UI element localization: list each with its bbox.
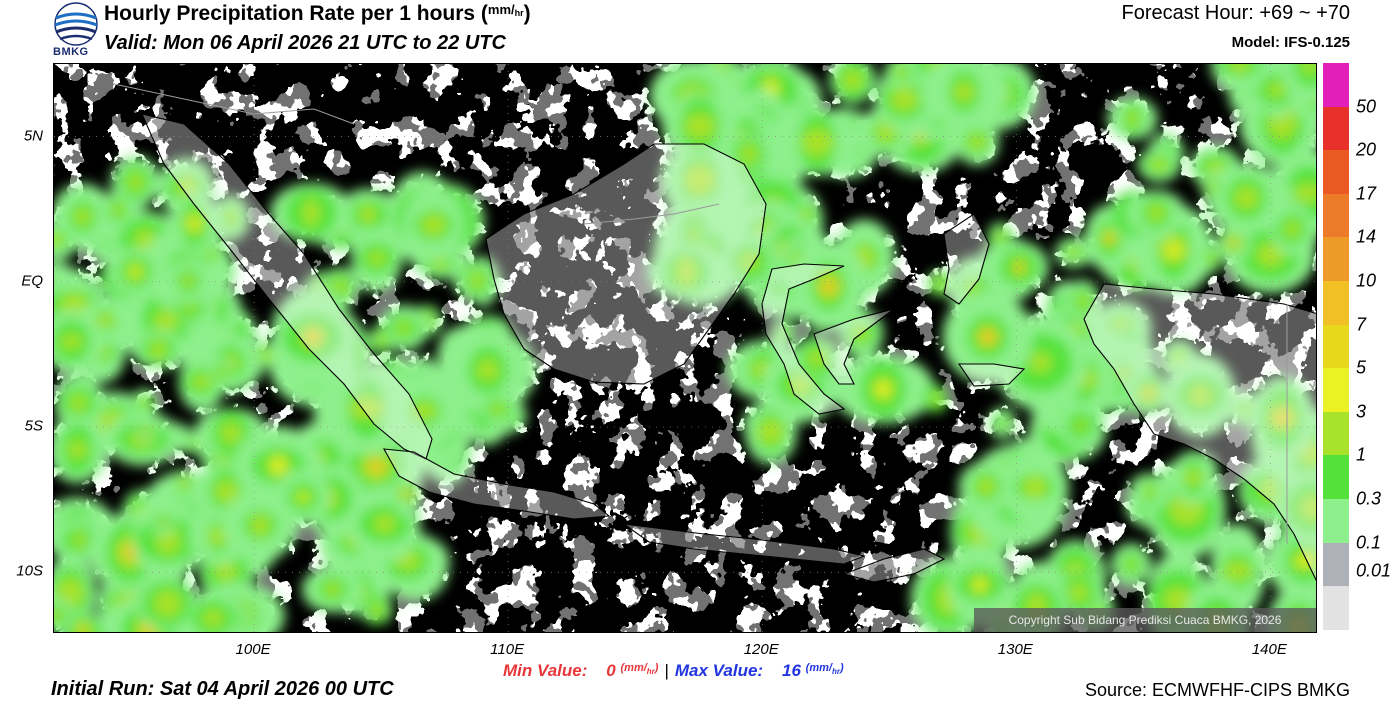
colorbar-label: 0.3 [1356, 488, 1382, 509]
colorbar-segment [1323, 586, 1349, 630]
colorbar-label: 14 [1356, 226, 1377, 247]
valid-time: Valid: Mon 06 April 2026 21 UTC to 22 UT… [104, 32, 506, 54]
colorbar-segment [1323, 542, 1349, 587]
forecast-hour: Forecast Hour: +69 ~ +70 [1121, 2, 1350, 24]
colorbar-label: 5 [1356, 357, 1367, 378]
colorbar-segment [1323, 150, 1349, 194]
colorbar-label: 17 [1356, 183, 1377, 204]
min-max-values: Min Value: 0 (mm/hr) | Max Value: 16 (mm/h… [503, 661, 844, 680]
data-source: Source: ECMWFHF-CIPS BMKG [1084, 680, 1350, 700]
colorbar-label: 50 [1356, 96, 1377, 117]
colorbar-label: 0.01 [1356, 560, 1392, 581]
max-value: 16 [781, 661, 801, 680]
colorbar-label: 1 [1356, 444, 1367, 465]
colorbar-segment [1323, 106, 1349, 151]
coastlines [141, 113, 1316, 583]
colorbar-label: 10 [1356, 270, 1377, 291]
lon-label: 120E [743, 641, 779, 658]
colorbar-segment [1323, 63, 1349, 107]
colorbar-segment [1323, 237, 1349, 281]
lon-label: 100E [235, 641, 271, 658]
colorbar-segment [1323, 324, 1349, 369]
colorbar-label: 7 [1356, 314, 1367, 335]
colorbar-segment [1323, 280, 1349, 325]
title-unit-top: mm [487, 2, 512, 17]
colorbar [1323, 63, 1349, 630]
lat-label: 5S [24, 417, 43, 435]
lat-label: 5N [23, 127, 43, 145]
colorbar-segment [1323, 455, 1349, 499]
title-unit-bottom: hr [514, 8, 524, 18]
precipitation-map [53, 63, 1317, 633]
min-value: 0 [606, 661, 616, 680]
lon-label: 110E [490, 641, 525, 658]
colorbar-label: 20 [1356, 139, 1377, 160]
lon-label: 140E [1251, 641, 1287, 658]
colorbar-segment [1323, 498, 1349, 543]
initial-run: Initial Run: Sat 04 April 2026 00 UTC [51, 678, 394, 700]
rain-clusters [54, 64, 1316, 632]
chart-title: Hourly Precipitation Rate per 1 hours (m… [104, 2, 531, 25]
min-label: Min Value: [503, 661, 588, 680]
colorbar-segment [1323, 368, 1349, 412]
logo-text: BMKG [53, 46, 89, 58]
gridlines [54, 64, 1316, 632]
model-name: Model: IFS-0.125 [1231, 34, 1350, 51]
lat-label: EQ [21, 272, 43, 290]
lon-label: 130E [997, 641, 1033, 658]
colorbar-label: 0.1 [1356, 532, 1382, 553]
colorbar-label: 3 [1356, 401, 1367, 422]
colorbar-segment [1323, 193, 1349, 238]
copyright-notice: Copyright Sub Bidang Prediksi Cuaca BMKG… [974, 608, 1316, 632]
lat-label: 10S [16, 562, 43, 580]
max-label: Max Value: [674, 661, 764, 680]
bmkg-logo [54, 2, 98, 46]
colorbar-segment [1323, 411, 1349, 456]
